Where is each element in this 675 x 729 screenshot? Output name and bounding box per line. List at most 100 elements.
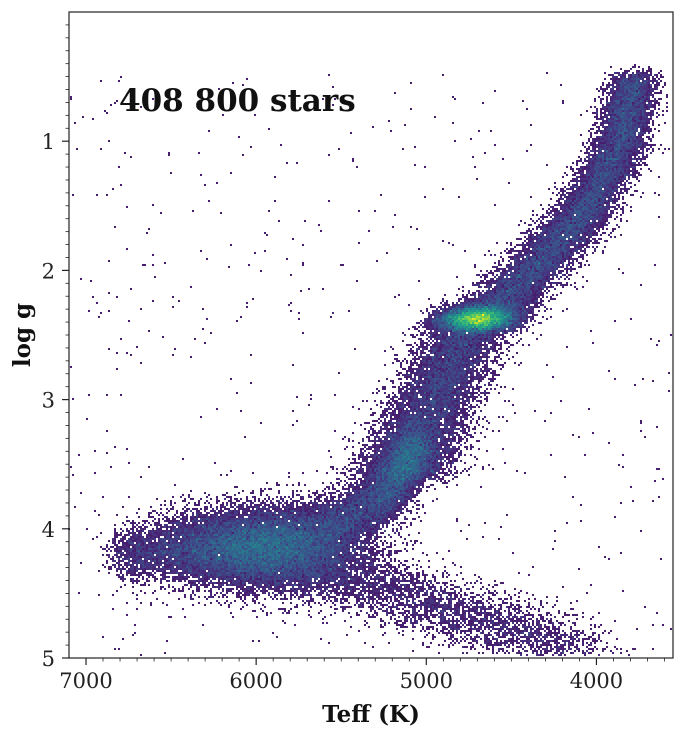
- density-cell: [392, 458, 394, 460]
- density-cell: [592, 198, 594, 200]
- density-cell: [604, 214, 606, 216]
- density-cell: [424, 348, 426, 350]
- density-cell: [574, 204, 576, 206]
- density-cell: [476, 404, 478, 406]
- density-cell: [510, 334, 512, 336]
- density-cell: [544, 310, 546, 312]
- density-cell: [476, 370, 478, 372]
- density-cell: [442, 458, 444, 460]
- density-cell: [520, 232, 522, 234]
- density-cell: [604, 130, 606, 132]
- density-cell: [412, 446, 414, 448]
- density-cell: [376, 436, 378, 438]
- density-cell: [496, 314, 498, 316]
- density-cell: [544, 272, 546, 274]
- density-cell: [522, 276, 524, 278]
- density-cell: [534, 250, 536, 252]
- density-cell: [640, 168, 642, 170]
- density-cell: [580, 202, 582, 204]
- density-cell: [632, 78, 634, 80]
- density-cell: [452, 340, 454, 342]
- density-cell: [434, 380, 436, 382]
- density-cell: [542, 252, 544, 254]
- density-cell: [542, 304, 544, 306]
- density-cell: [488, 336, 490, 338]
- density-cell: [638, 122, 640, 124]
- density-cell: [620, 78, 622, 80]
- density-cell: [490, 308, 492, 310]
- density-cell: [610, 178, 612, 180]
- density-cell: [536, 274, 538, 276]
- density-cell: [614, 140, 616, 142]
- density-cell: [562, 222, 564, 224]
- density-cell: [464, 334, 466, 336]
- density-cell: [556, 260, 558, 262]
- density-cell: [622, 178, 624, 180]
- density-cell: [634, 82, 636, 84]
- density-cell: [444, 328, 446, 330]
- density-cell: [656, 88, 658, 90]
- density-cell: [402, 448, 404, 450]
- density-cell: [626, 204, 628, 206]
- density-cell: [558, 236, 560, 238]
- density-cell: [412, 402, 414, 404]
- density-cell: [426, 446, 428, 448]
- density-cell: [556, 276, 558, 278]
- density-cell: [416, 436, 418, 438]
- density-cell: [402, 410, 404, 412]
- density-cell: [546, 240, 548, 242]
- density-cell: [476, 306, 478, 308]
- density-cell: [634, 172, 636, 174]
- density-cell: [464, 312, 466, 314]
- density-cell: [456, 392, 458, 394]
- density-cell: [394, 418, 396, 420]
- density-cell: [568, 232, 570, 234]
- density-cell: [478, 314, 480, 316]
- density-cell: [400, 372, 402, 374]
- density-cell: [540, 274, 542, 276]
- density-cell: [518, 304, 520, 306]
- density-cell: [414, 378, 416, 380]
- density-cell: [464, 320, 466, 322]
- density-cell: [482, 426, 484, 428]
- density-cell: [624, 164, 626, 166]
- density-cell: [430, 416, 432, 418]
- density-cell: [452, 332, 454, 334]
- density-cell: [554, 222, 556, 224]
- density-cell: [594, 196, 596, 198]
- density-cell: [564, 260, 566, 262]
- density-cell: [446, 392, 448, 394]
- density-cell: [416, 416, 418, 418]
- density-cell: [570, 242, 572, 244]
- density-cell: [642, 122, 644, 124]
- density-cell: [432, 378, 434, 380]
- density-cell: [532, 260, 534, 262]
- density-cell: [430, 396, 432, 398]
- density-cell: [418, 428, 420, 430]
- density-cell: [462, 362, 464, 364]
- density-cell: [462, 376, 464, 378]
- density-cell: [638, 132, 640, 134]
- density-cell: [628, 170, 630, 172]
- density-cell: [592, 170, 594, 172]
- density-cell: [438, 378, 440, 380]
- density-cell: [570, 248, 572, 250]
- density-cell: [626, 110, 628, 112]
- density-cell: [624, 82, 626, 84]
- density-cell: [478, 336, 480, 338]
- density-cell: [558, 250, 560, 252]
- density-cell: [382, 416, 384, 418]
- density-cell: [508, 314, 510, 316]
- density-cell: [432, 370, 434, 372]
- density-cell: [416, 374, 418, 376]
- density-cell: [554, 218, 556, 220]
- density-cell: [458, 424, 460, 426]
- density-cell: [630, 182, 632, 184]
- density-cell: [648, 94, 650, 96]
- density-cell: [452, 412, 454, 414]
- density-cell: [422, 390, 424, 392]
- density-cell: [494, 300, 496, 302]
- density-cell: [422, 322, 424, 324]
- density-cell: [418, 426, 420, 428]
- density-cell: [438, 344, 440, 346]
